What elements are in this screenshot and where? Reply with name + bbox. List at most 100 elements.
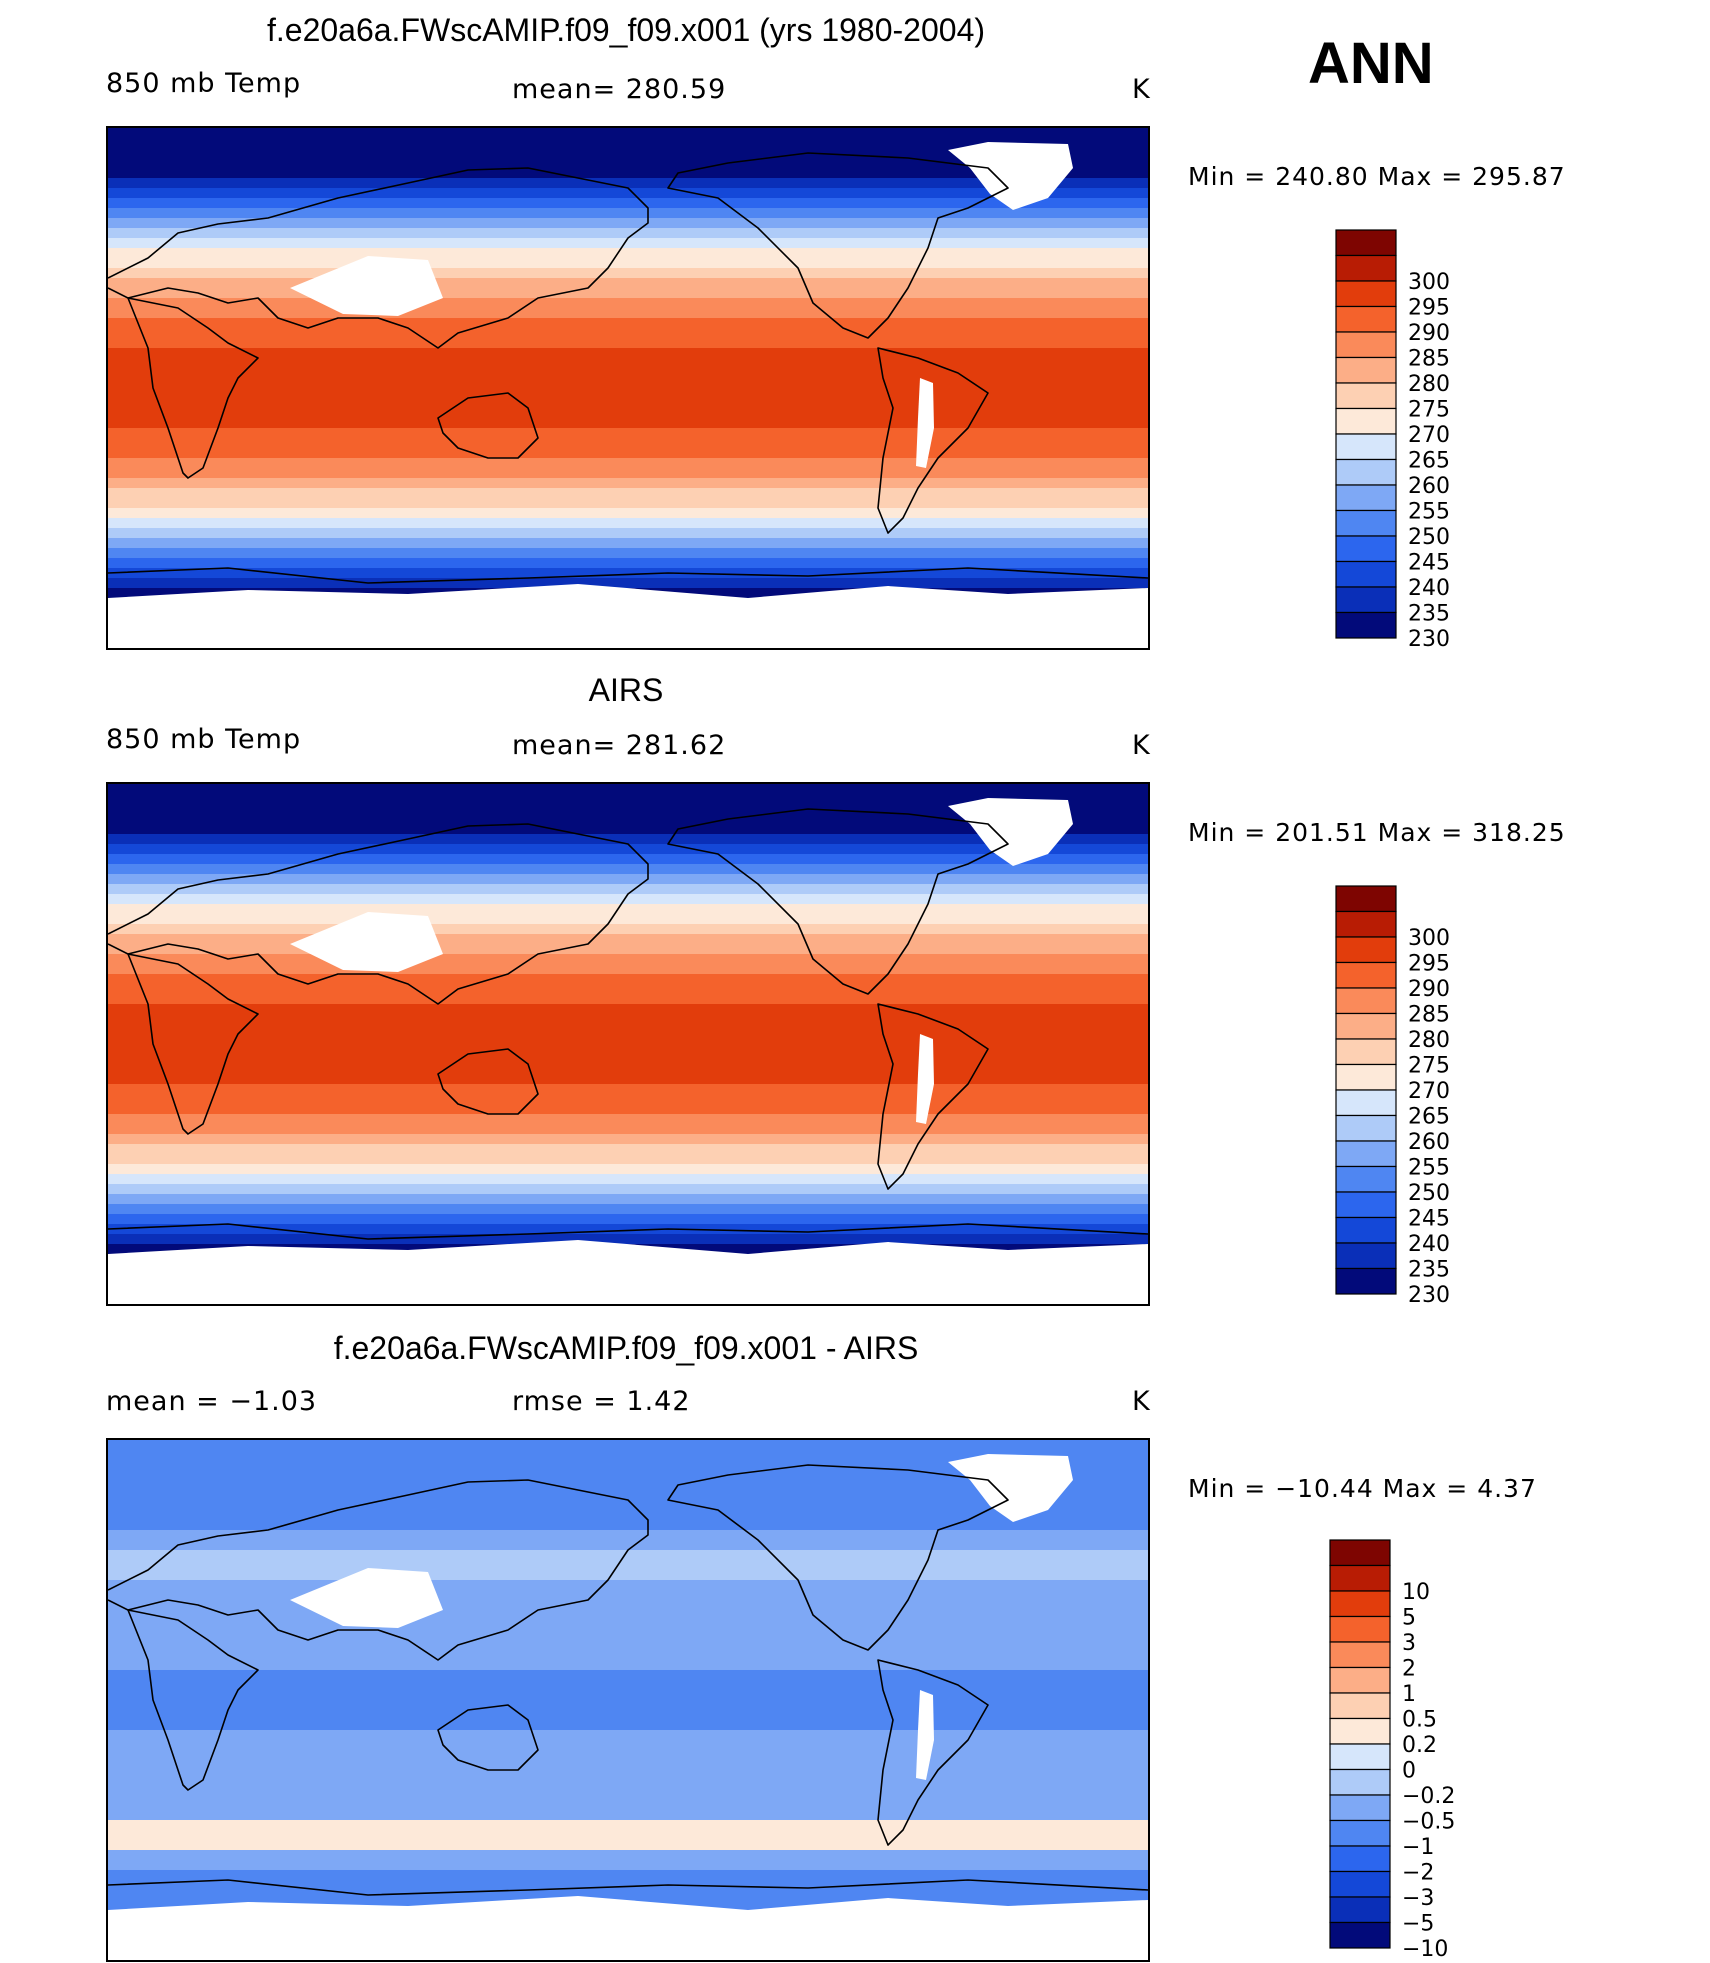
latitude-band	[108, 338, 1148, 349]
latitude-band	[108, 1114, 1148, 1125]
panel-1-map	[106, 126, 1150, 650]
latitude-band	[108, 1124, 1148, 1135]
latitude-band	[108, 318, 1148, 329]
latitude-band	[108, 974, 1148, 985]
latitude-band	[108, 558, 1148, 569]
colorbar-swatch	[1335, 280, 1397, 308]
latitude-band	[108, 1490, 1148, 1501]
panel-3-colorbar: −10 −5 −3 −2 −1 −0.5 −0.2 0 0.2 0.5 1 2 3 5 10	[1328, 1538, 1508, 1962]
panel-2-colorbar: 230 235 240 245 250 255 260 265 270 275 280 285 290 2…	[1334, 884, 1504, 1308]
colorbar-level-label: 285	[1408, 1003, 1450, 1028]
latitude-band	[108, 1074, 1148, 1085]
panel-2-units-label: K	[1132, 730, 1151, 761]
latitude-band	[108, 1064, 1148, 1075]
latitude-band	[108, 358, 1148, 369]
latitude-band	[108, 844, 1148, 855]
panel-1-mean-label: mean= 280.59	[512, 74, 727, 105]
colorbar-swatch	[1335, 936, 1397, 964]
latitude-band	[108, 468, 1148, 479]
latitude-band	[108, 258, 1148, 269]
colorbar-level-label: 230	[1408, 627, 1450, 652]
latitude-band	[108, 378, 1148, 389]
colorbar-level-label: 275	[1408, 1054, 1450, 1079]
colorbar-swatch	[1335, 254, 1397, 282]
latitude-band	[108, 1194, 1148, 1205]
colorbar-swatch	[1335, 910, 1397, 938]
colorbar-swatch	[1335, 331, 1397, 359]
latitude-band	[108, 518, 1148, 529]
latitude-band	[108, 964, 1148, 975]
latitude-band	[108, 1790, 1148, 1801]
colorbar-level-label: 280	[1408, 372, 1450, 397]
latitude-band	[108, 388, 1148, 399]
coastline	[127, 1609, 259, 1791]
colorbar-level-label: −0.5	[1402, 1810, 1455, 1835]
latitude-band	[108, 924, 1148, 935]
coastline	[127, 297, 259, 479]
panel-2-variable-label: 850 mb Temp	[106, 724, 302, 755]
latitude-band	[108, 188, 1148, 199]
latitude-band	[108, 1840, 1148, 1851]
colorbar-swatch	[1329, 1564, 1391, 1592]
latitude-band	[108, 894, 1148, 905]
latitude-band	[108, 804, 1148, 815]
colorbar-swatch	[1335, 1038, 1397, 1066]
colorbar-level-label: 255	[1408, 500, 1450, 525]
panel-3-mean-label: mean = −1.03	[106, 1386, 318, 1417]
colorbar-swatch	[1335, 1114, 1397, 1142]
latitude-band	[108, 1620, 1148, 1631]
latitude-band	[108, 198, 1148, 209]
colorbar-level-label: −3	[1402, 1886, 1434, 1911]
latitude-band	[108, 1530, 1148, 1541]
latitude-band	[108, 1580, 1148, 1591]
latitude-band	[108, 438, 1148, 449]
colorbar-swatch	[1329, 1641, 1391, 1669]
colorbar-level-label: 10	[1402, 1580, 1430, 1605]
latitude-band	[108, 1450, 1148, 1461]
coastline	[108, 1879, 1148, 1896]
colorbar-swatch	[1329, 1666, 1391, 1694]
latitude-band	[108, 218, 1148, 229]
latitude-band	[108, 278, 1148, 289]
panel-2-title: AIRS	[588, 672, 664, 708]
missing-data-region	[948, 142, 1073, 210]
missing-data-region	[290, 912, 443, 972]
panel-1-colorbar-svg: 2302352402452502552602652702752802852902…	[1335, 229, 1450, 652]
colorbar-level-label: 240	[1408, 576, 1450, 601]
latitude-band	[108, 994, 1148, 1005]
coastline	[108, 1223, 1148, 1240]
colorbar-swatch	[1329, 1717, 1391, 1745]
colorbar-swatch	[1335, 987, 1397, 1015]
colorbar-swatch	[1335, 484, 1397, 512]
latitude-band	[108, 854, 1148, 865]
colorbar-level-label: 0.5	[1402, 1708, 1437, 1733]
missing-data-region	[290, 1568, 443, 1628]
panel-2-map	[106, 782, 1150, 1306]
coastline	[437, 392, 539, 459]
latitude-band	[108, 1234, 1148, 1245]
colorbar-level-label: −2	[1402, 1861, 1434, 1886]
colorbar-swatch	[1335, 611, 1397, 639]
panel-2-mean-label: mean= 281.62	[512, 730, 727, 761]
latitude-band	[108, 1144, 1148, 1155]
colorbar-level-label: 255	[1408, 1156, 1450, 1181]
colorbar-swatch	[1335, 586, 1397, 614]
latitude-band	[108, 458, 1148, 469]
colorbar-swatch	[1335, 1267, 1397, 1295]
missing-data-region	[290, 256, 443, 316]
latitude-band	[108, 508, 1148, 519]
colorbar-level-label: 260	[1408, 1130, 1450, 1155]
latitude-band	[108, 1214, 1148, 1225]
colorbar-swatch	[1335, 560, 1397, 588]
latitude-band	[108, 944, 1148, 955]
latitude-band	[108, 158, 1148, 169]
colorbar-swatch	[1335, 305, 1397, 333]
latitude-band	[108, 1550, 1148, 1561]
colorbar-level-label: 300	[1408, 926, 1450, 951]
latitude-band	[108, 1004, 1148, 1015]
colorbar-swatch	[1329, 1896, 1391, 1924]
colorbar-swatch	[1335, 535, 1397, 563]
latitude-band	[108, 1590, 1148, 1601]
colorbar-level-label: 250	[1408, 525, 1450, 550]
panel-3-title: f.e20a6a.FWscAMIP.f09_f09.x001 - AIRS	[333, 1330, 919, 1366]
